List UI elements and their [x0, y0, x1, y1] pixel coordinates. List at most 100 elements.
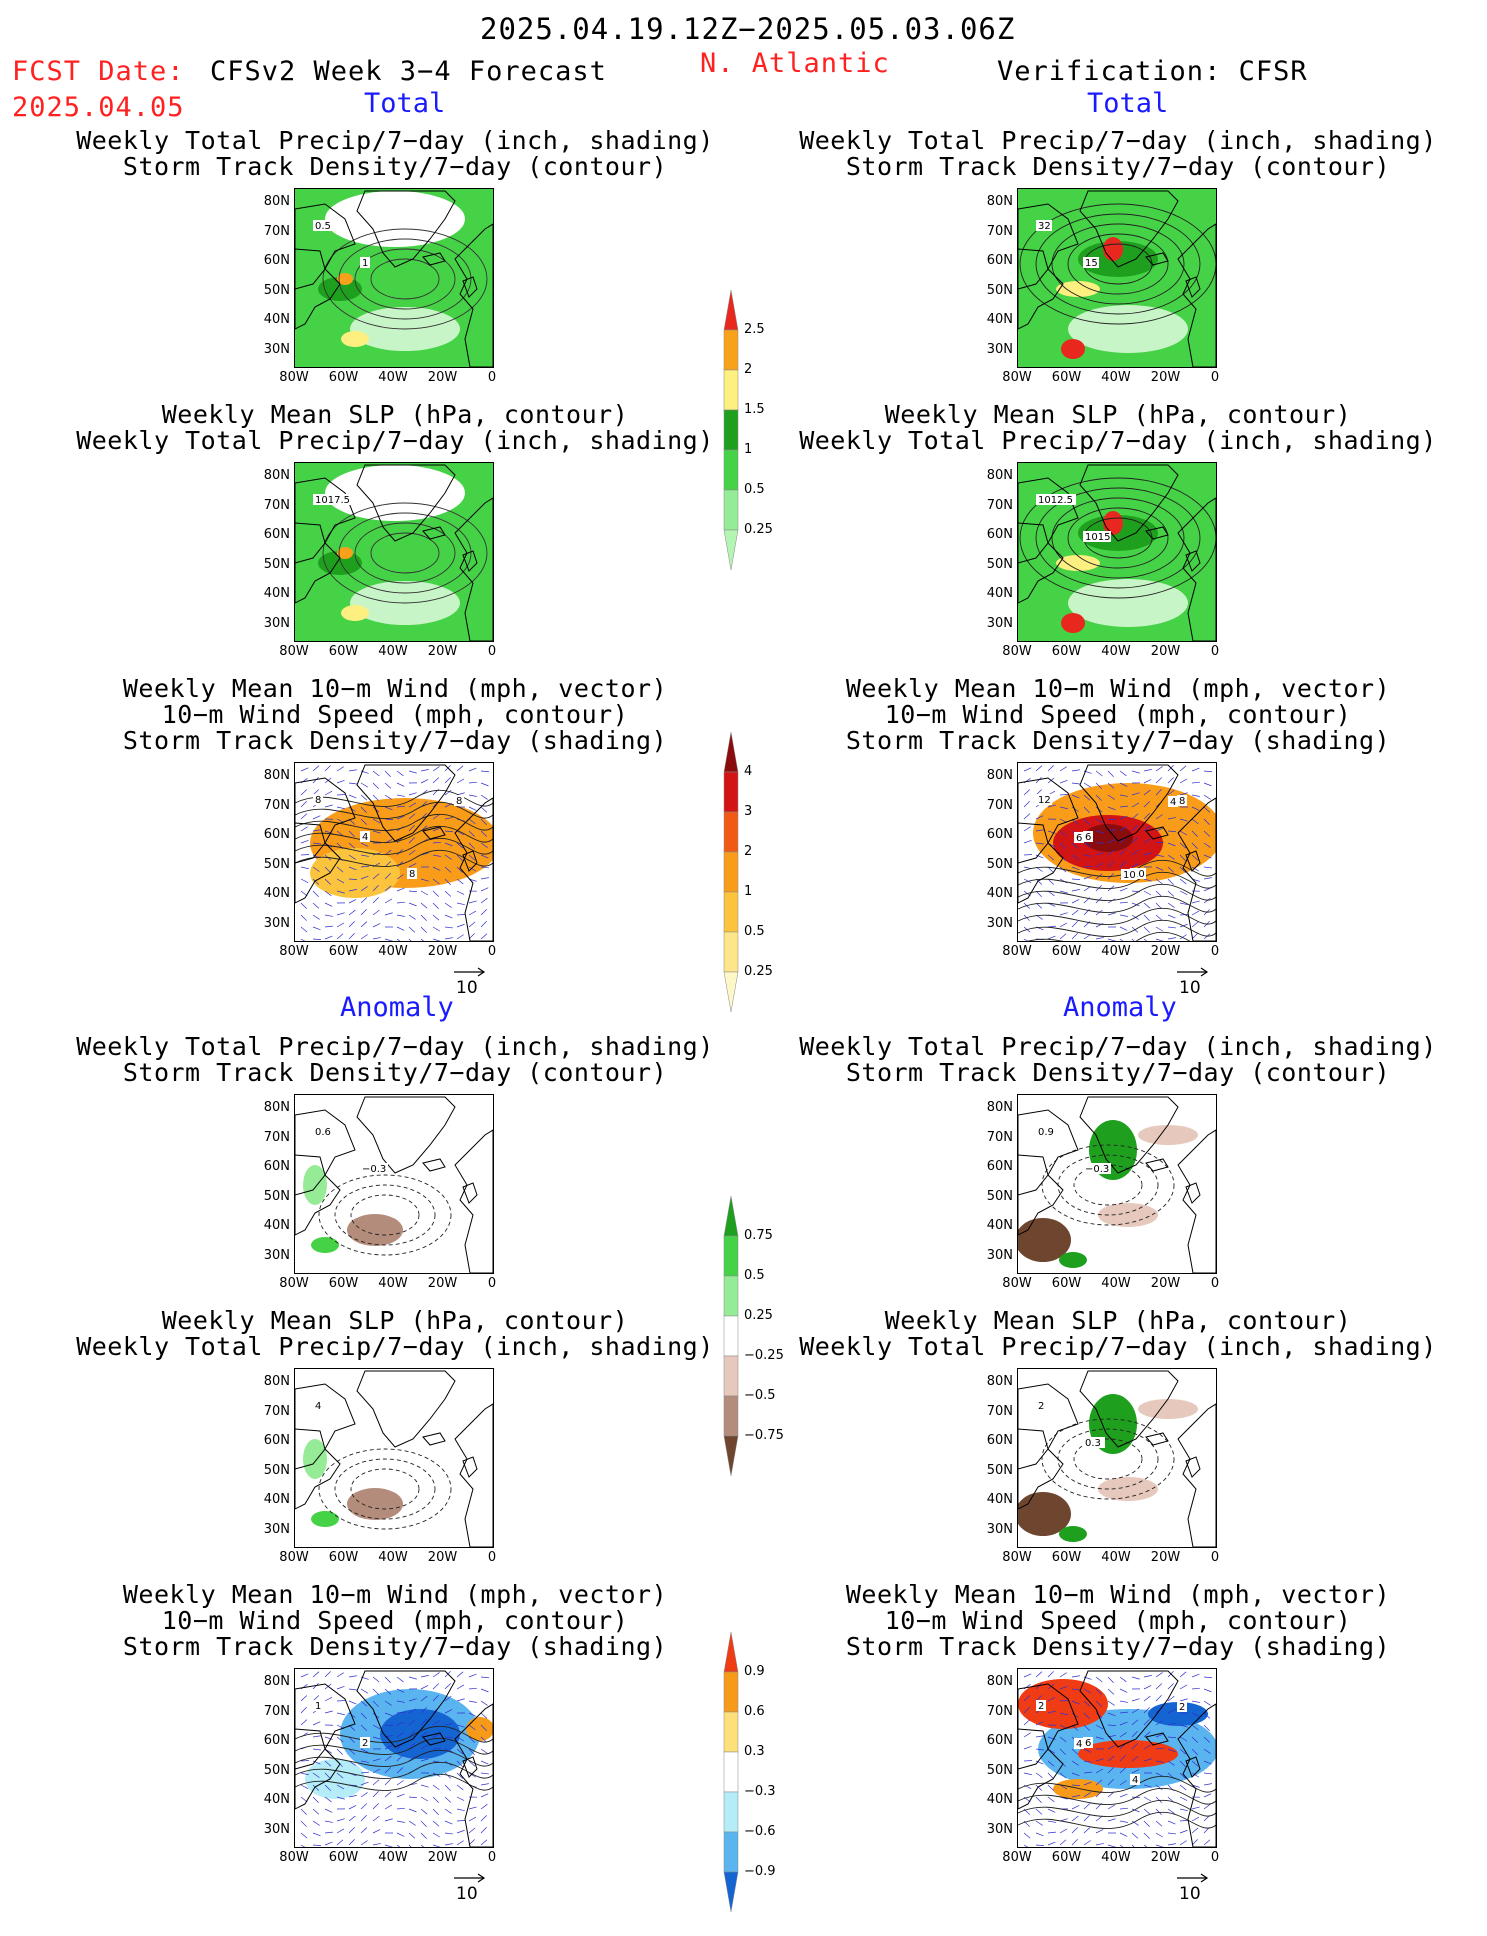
lat-tick-label: 30N: [256, 1522, 290, 1537]
lat-tick-label: 50N: [256, 857, 290, 872]
model-title: CFSv2 Week 3−4 Forecast: [210, 56, 607, 87]
title-v-total-slp: Weekly Mean SLP (hPa, contour)Weekly Tot…: [783, 402, 1453, 454]
colorbar-tick-label: 2.5: [744, 322, 765, 337]
map-field-svg: 0.6−0.3: [295, 1095, 493, 1273]
fcst-date-label: FCST Date:: [12, 56, 185, 87]
vector-ref-value: 10: [456, 978, 478, 998]
contour-label: 2: [1038, 1701, 1044, 1712]
lat-tick-label: 50N: [256, 283, 290, 298]
section-total-left: Total: [364, 88, 445, 119]
date-range-title: 2025.04.19.12Z−2025.05.03.06Z: [480, 12, 1015, 46]
contour-label: 6: [1085, 832, 1091, 843]
lon-tick-label: 60W: [324, 1276, 364, 1291]
lon-tick-label: 20W: [423, 944, 463, 959]
lat-tick-label: 40N: [256, 1492, 290, 1507]
colorbar-tick-label: 2: [744, 844, 752, 859]
lat-tick-label: 50N: [256, 1763, 290, 1778]
lat-tick-label: 30N: [979, 1248, 1013, 1263]
lon-tick-label: 40W: [373, 644, 413, 659]
contour-label: 10: [1123, 870, 1136, 881]
contour-label: 1012.5: [1038, 495, 1073, 506]
contour-label: 1015: [1085, 532, 1110, 543]
lat-tick-label: 50N: [979, 1463, 1013, 1478]
title-v-anom-slp: Weekly Mean SLP (hPa, contour)Weekly Tot…: [783, 1308, 1453, 1360]
colorbar-tick-label: −0.3: [744, 1784, 776, 1799]
contour-label: 6: [1085, 1738, 1091, 1749]
lat-tick-label: 70N: [979, 1404, 1013, 1419]
colorbar-tick-label: 2: [744, 362, 752, 377]
title-f-total-precip: Weekly Total Precip/7−day (inch, shading…: [60, 128, 730, 180]
lat-tick-label: 40N: [256, 586, 290, 601]
lon-tick-label: 80W: [997, 644, 1037, 659]
lat-tick-label: 30N: [256, 342, 290, 357]
colorbar-tick-label: −0.9: [744, 1864, 776, 1879]
lat-tick-label: 70N: [979, 798, 1013, 813]
lon-tick-label: 0: [1195, 370, 1235, 385]
verification-title: Verification: CFSR: [997, 56, 1308, 87]
lon-tick-label: 80W: [997, 1550, 1037, 1565]
vector-ref-arrow: [454, 1872, 486, 1884]
colorbar-tick-label: 0.9: [744, 1664, 765, 1679]
lat-tick-label: 30N: [256, 1248, 290, 1263]
colorbar-svg: [722, 1176, 740, 1496]
lat-tick-label: 70N: [256, 1130, 290, 1145]
map-field-svg: 1017.5: [295, 463, 493, 641]
region-title: N. Atlantic: [700, 48, 890, 79]
map-field-svg: 0.9−0.3: [1018, 1095, 1216, 1273]
lat-tick-label: 30N: [979, 1522, 1013, 1537]
lat-tick-label: 80N: [979, 194, 1013, 209]
colorbar-tick-label: 0.25: [744, 522, 773, 537]
title-f-total-slp: Weekly Mean SLP (hPa, contour)Weekly Tot…: [60, 402, 730, 454]
lon-tick-label: 40W: [1096, 1276, 1136, 1291]
colorbar-tick-label: 0.5: [744, 924, 765, 939]
lat-tick-label: 50N: [979, 1763, 1013, 1778]
lat-tick-label: 70N: [256, 498, 290, 513]
lat-tick-label: 50N: [256, 557, 290, 572]
lat-tick-label: 30N: [979, 342, 1013, 357]
contour-label: 15: [1085, 258, 1098, 269]
map-verification-total-slp: 1012.5 1015: [1017, 462, 1217, 642]
title-v-anom-precip: Weekly Total Precip/7−day (inch, shading…: [783, 1034, 1453, 1086]
lon-tick-label: 60W: [324, 1550, 364, 1565]
lat-tick-label: 80N: [979, 468, 1013, 483]
lon-tick-label: 20W: [423, 370, 463, 385]
colorbar-tick-label: 0.5: [744, 482, 765, 497]
vector-ref-f-anom: 10: [454, 1872, 486, 1904]
lat-tick-label: 60N: [256, 253, 290, 268]
lon-tick-label: 80W: [997, 1850, 1037, 1865]
lon-tick-label: 0: [472, 644, 512, 659]
lon-tick-label: 60W: [324, 644, 364, 659]
lon-tick-label: 40W: [373, 370, 413, 385]
section-total-right: Total: [1087, 88, 1168, 119]
map-verification-anom-precip: 0.9−0.3: [1017, 1094, 1217, 1274]
lon-tick-label: 40W: [373, 1276, 413, 1291]
lat-tick-label: 40N: [979, 1218, 1013, 1233]
colorbar-tick-label: 4: [744, 764, 752, 779]
colorbar-tick-label: −0.75: [744, 1428, 784, 1443]
lon-tick-label: 40W: [373, 1850, 413, 1865]
lon-tick-label: 20W: [423, 1550, 463, 1565]
map-field-svg: 20.3: [1018, 1369, 1216, 1547]
lat-tick-label: 30N: [256, 616, 290, 631]
colorbar-tick-label: 0.5: [744, 1268, 765, 1283]
lat-tick-label: 40N: [979, 886, 1013, 901]
map-forecast-anom-slp: 4: [294, 1368, 494, 1548]
contour-label: 1: [315, 1701, 321, 1712]
lon-tick-label: 80W: [997, 1276, 1037, 1291]
title-f-anom-wind: Weekly Mean 10−m Wind (mph, vector)10−m …: [60, 1582, 730, 1660]
lon-tick-label: 40W: [373, 1550, 413, 1565]
lon-tick-label: 80W: [997, 370, 1037, 385]
lat-tick-label: 80N: [256, 1100, 290, 1115]
vector-ref-value: 10: [1179, 1884, 1201, 1904]
lon-tick-label: 40W: [373, 944, 413, 959]
contour-label: 0.3: [1085, 1438, 1101, 1449]
lon-tick-label: 80W: [274, 370, 314, 385]
